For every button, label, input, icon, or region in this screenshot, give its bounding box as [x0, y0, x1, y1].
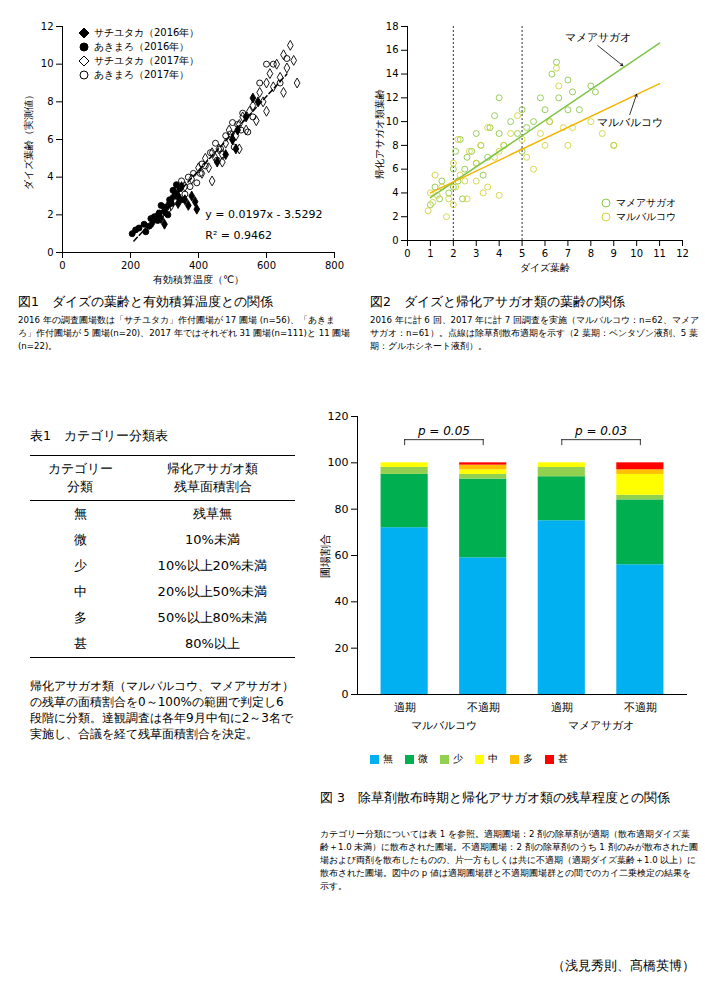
html-text:中: 中 — [73, 584, 87, 599]
html-text:中: 中 — [488, 753, 498, 764]
svg-text:3: 3 — [473, 248, 479, 259]
html-text:多: 多 — [523, 753, 533, 764]
svg-text:p = 0.05: p = 0.05 — [417, 424, 470, 438]
svg-text:4: 4 — [496, 248, 502, 259]
svg-text:マメアサガオ: マメアサガオ — [568, 719, 634, 732]
svg-text:400: 400 — [189, 260, 208, 271]
svg-text:200: 200 — [121, 260, 140, 271]
svg-text:12: 12 — [41, 21, 54, 32]
html-text:10%以上20%未満: 10%以上20%未満 — [157, 558, 268, 573]
svg-text:40: 40 — [335, 595, 349, 608]
svg-text:12: 12 — [386, 92, 399, 103]
html-text:甚: 甚 — [73, 636, 87, 651]
svg-text:6: 6 — [542, 248, 548, 259]
svg-text:10: 10 — [386, 116, 399, 127]
svg-text:18: 18 — [386, 21, 399, 32]
svg-text:6: 6 — [47, 134, 53, 145]
svg-text:不適期: 不適期 — [467, 701, 500, 714]
svg-text:11: 11 — [653, 248, 666, 259]
svg-text:20: 20 — [335, 642, 349, 655]
svg-text:0: 0 — [47, 247, 53, 258]
html-text:少: 少 — [73, 558, 87, 573]
svg-text:y = 0.0197x - 3.5292: y = 0.0197x - 3.5292 — [205, 208, 322, 221]
svg-text:100: 100 — [328, 456, 349, 469]
html-text:甚: 甚 — [558, 753, 568, 764]
svg-text:5: 5 — [519, 248, 525, 259]
html-text:50%以上80%未満: 50%以上80%未満 — [157, 610, 268, 625]
html-text:あきまろ（2017年）: あきまろ（2017年） — [94, 69, 190, 80]
svg-text:帰化アサガオ類葉齢: 帰化アサガオ類葉齢 — [374, 89, 385, 179]
svg-text:8: 8 — [392, 140, 398, 151]
html-text:あきまろ（2016年）: あきまろ（2016年） — [94, 41, 190, 52]
svg-text:9: 9 — [611, 248, 617, 259]
html-text:カテゴリー 分類: カテゴリー 分類 — [47, 461, 113, 494]
svg-text:8: 8 — [588, 248, 594, 259]
svg-text:R² = 0.9462: R² = 0.9462 — [205, 229, 272, 242]
html-text:2016 年に計 6 回、2017 年に計 7 回調査を実施: 2016 年に計 6 回、2017 年に計 7 回調査を実施（マルバルコウ：n=… — [370, 315, 699, 351]
html-text:（浅見秀則、髙橋英博）: （浅見秀則、髙橋英博） — [552, 958, 695, 973]
svg-text:マルバルコウ: マルバルコウ — [597, 116, 663, 129]
svg-text:マメアサガオ: マメアサガオ — [565, 31, 631, 44]
html-text:マルバルコウ: マルバルコウ — [616, 211, 676, 222]
html-text:微: 微 — [73, 532, 87, 547]
html-text:10%未満: 10%未満 — [185, 532, 240, 547]
svg-text:p = 0.03: p = 0.03 — [574, 424, 627, 438]
svg-text:0: 0 — [404, 248, 410, 259]
svg-text:4: 4 — [392, 187, 398, 198]
svg-text:600: 600 — [257, 260, 276, 271]
svg-text:1: 1 — [427, 248, 433, 259]
html-text:残草無: 残草無 — [193, 506, 232, 521]
html-text:図 3 除草剤散布時期と帰化アサガオ類の残草程度との関係: 図 3 除草剤散布時期と帰化アサガオ類の残草程度との関係 — [320, 790, 670, 805]
svg-text:0: 0 — [342, 688, 349, 701]
svg-text:適期: 適期 — [551, 701, 573, 714]
svg-text:ダイズ葉齢（実測値）: ダイズ葉齢（実測値） — [23, 90, 34, 190]
svg-text:不適期: 不適期 — [624, 701, 657, 714]
html-text:少: 少 — [453, 753, 463, 764]
svg-text:マルバルコウ: マルバルコウ — [411, 719, 477, 732]
svg-text:800: 800 — [325, 260, 344, 271]
svg-text:2: 2 — [450, 248, 456, 259]
html-text:サチユタカ（2017年）: サチユタカ（2017年） — [94, 55, 200, 66]
svg-text:8: 8 — [47, 96, 53, 107]
svg-text:0: 0 — [392, 235, 398, 246]
svg-text:ダイズ葉齢: ダイズ葉齢 — [520, 262, 570, 273]
svg-text:圃場割合: 圃場割合 — [319, 534, 332, 578]
html-text:2016 年の調査圃場数は「サチユタカ」作付圃場が 17 圃: 2016 年の調査圃場数は「サチユタカ」作付圃場が 17 圃場 (n=56)、「… — [18, 315, 351, 351]
html-text:80%以上: 80%以上 — [185, 636, 240, 651]
html-text:マメアサガオ: マメアサガオ — [616, 197, 676, 208]
html-text:多: 多 — [73, 610, 87, 625]
svg-text:4: 4 — [47, 171, 53, 182]
svg-text:7: 7 — [565, 248, 571, 259]
html-text:図2 ダイズと帰化アサガオ類の葉齢の関係: 図2 ダイズと帰化アサガオ類の葉齢の関係 — [370, 294, 625, 309]
html-text:カテゴリー分類については表 1 を参照。適期圃場：2 剤の除: カテゴリー分類については表 1 を参照。適期圃場：2 剤の除草剤が適期（散布適期… — [320, 829, 698, 891]
html-text:無: 無 — [383, 753, 393, 764]
svg-text:60: 60 — [335, 549, 349, 562]
svg-text:有効積算温度（℃）: 有効積算温度（℃） — [153, 274, 244, 285]
svg-text:2: 2 — [392, 211, 398, 222]
svg-text:80: 80 — [335, 503, 349, 516]
svg-text:14: 14 — [386, 68, 399, 79]
svg-text:16: 16 — [386, 44, 399, 55]
html-text:微: 微 — [418, 753, 428, 764]
svg-text:6: 6 — [392, 163, 398, 174]
html-text:20%以上50%未満: 20%以上50%未満 — [157, 584, 268, 599]
svg-text:10: 10 — [630, 248, 643, 259]
html-text:サチユタカ（2016年）: サチユタカ（2016年） — [94, 27, 200, 38]
html-text:表1 カテゴリー分類表: 表1 カテゴリー分類表 — [30, 428, 168, 443]
html-text:無: 無 — [73, 506, 87, 521]
html-text:帰化アサガオ類（マルバルコウ、マメアサガオ）の残草の面積割合: 帰化アサガオ類（マルバルコウ、マメアサガオ）の残草の面積割合を0～100%の範囲… — [30, 679, 294, 741]
html-text:帰化アサガオ類 残草面積割合: 帰化アサガオ類 残草面積割合 — [167, 461, 258, 494]
svg-text:適期: 適期 — [394, 701, 416, 714]
svg-text:10: 10 — [41, 58, 54, 69]
svg-text:0: 0 — [59, 260, 65, 271]
html-text:図1 ダイズの葉齢と有効積算温度との関係: 図1 ダイズの葉齢と有効積算温度との関係 — [18, 294, 273, 309]
svg-text:2: 2 — [47, 209, 53, 220]
svg-text:12: 12 — [676, 248, 689, 259]
svg-text:120: 120 — [328, 410, 349, 423]
